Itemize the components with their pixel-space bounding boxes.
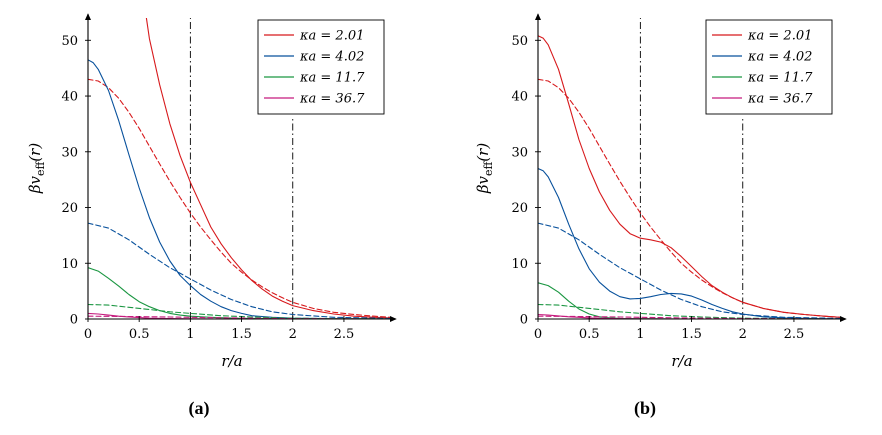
- x-tick-label: 2: [289, 327, 297, 342]
- y-tick-label: 20: [61, 201, 78, 216]
- x-tick-label: 0.5: [579, 327, 600, 342]
- series-line-2: [88, 59, 391, 320]
- y-tick-label: 10: [61, 257, 78, 272]
- series-line-1: [88, 78, 391, 318]
- panel-caption: (b): [634, 398, 656, 419]
- y-axis-label-main: βv: [474, 176, 492, 195]
- x-axis-label: r/a: [671, 352, 692, 370]
- series-line-7: [88, 315, 391, 320]
- series-line-4: [88, 267, 391, 320]
- y-tick-label: 10: [511, 257, 528, 272]
- legend-entry-label: κa = 2.01: [747, 29, 812, 44]
- y-tick-label: 30: [61, 145, 78, 160]
- series-line-3: [88, 222, 391, 319]
- series-line-1: [538, 78, 841, 318]
- x-tick-label: 1: [186, 327, 194, 342]
- x-tick-label: 2: [739, 327, 747, 342]
- y-tick-label: 40: [511, 90, 528, 105]
- x-axis-label: r/a: [221, 352, 242, 370]
- y-tick-label: 0: [70, 313, 78, 328]
- x-tick-label: 2.5: [784, 327, 805, 342]
- panel-caption: (a): [189, 398, 210, 419]
- x-tick-label: 0: [84, 327, 92, 342]
- y-tick-label: 50: [61, 34, 78, 49]
- y-axis-label: βveff(r): [26, 143, 47, 195]
- y-axis-label: βveff(r): [474, 143, 495, 195]
- x-tick-label: 1.5: [681, 327, 702, 342]
- legend-entry-label: κa = 11.7: [299, 71, 365, 86]
- x-tick-label: 2.5: [334, 327, 355, 342]
- series-line-3: [538, 222, 841, 319]
- series-line-5: [88, 303, 391, 320]
- y-axis-label-sub: eff: [482, 161, 495, 177]
- legend-entry-label: κa = 36.7: [747, 92, 813, 107]
- legend: κa = 2.01 κa = 4.02 κa = 11.7 κa = 36.7: [257, 19, 385, 115]
- panel-b: 0 0.5 1 1.5 2 2.5 0 10 20 30 40 50 r/a βveff(r) κa = 2…: [474, 13, 847, 419]
- series-group: [88, 18, 391, 320]
- y-tick-label: 30: [511, 145, 528, 160]
- y-tick-label: 0: [520, 313, 528, 328]
- x-tick-label: 0.5: [129, 327, 150, 342]
- y-axis-label-sub: eff: [34, 161, 47, 177]
- y-axis-label-tail: (r): [26, 143, 44, 162]
- y-axis-label-tail: (r): [474, 143, 492, 162]
- x-tick-label: 1: [636, 327, 644, 342]
- series-line-0: [145, 18, 391, 319]
- series-line-7: [538, 315, 841, 320]
- series-line-5: [538, 303, 841, 320]
- y-axis-label-main: βv: [26, 176, 44, 195]
- panel-a: 0 0.5 1 1.5 2 2.5 0 10 20 30 40 50 r/a βveff(r) κa = 2…: [26, 13, 397, 419]
- series-group: [538, 35, 841, 320]
- legend-entry-label: κa = 11.7: [747, 71, 813, 86]
- y-tick-label: 20: [511, 201, 528, 216]
- legend: κa = 2.01 κa = 4.02 κa = 11.7 κa = 36.7: [705, 19, 833, 115]
- legend-entry-label: κa = 4.02: [299, 50, 364, 65]
- y-tick-label: 50: [511, 34, 528, 49]
- x-tick-label: 0: [534, 327, 542, 342]
- x-tick-label: 1.5: [231, 327, 252, 342]
- series-line-2: [538, 167, 841, 320]
- legend-entry-label: κa = 4.02: [747, 50, 812, 65]
- y-tick-label: 40: [61, 90, 78, 105]
- legend-entry-label: κa = 36.7: [299, 92, 365, 107]
- legend-entry-label: κa = 2.01: [299, 29, 364, 44]
